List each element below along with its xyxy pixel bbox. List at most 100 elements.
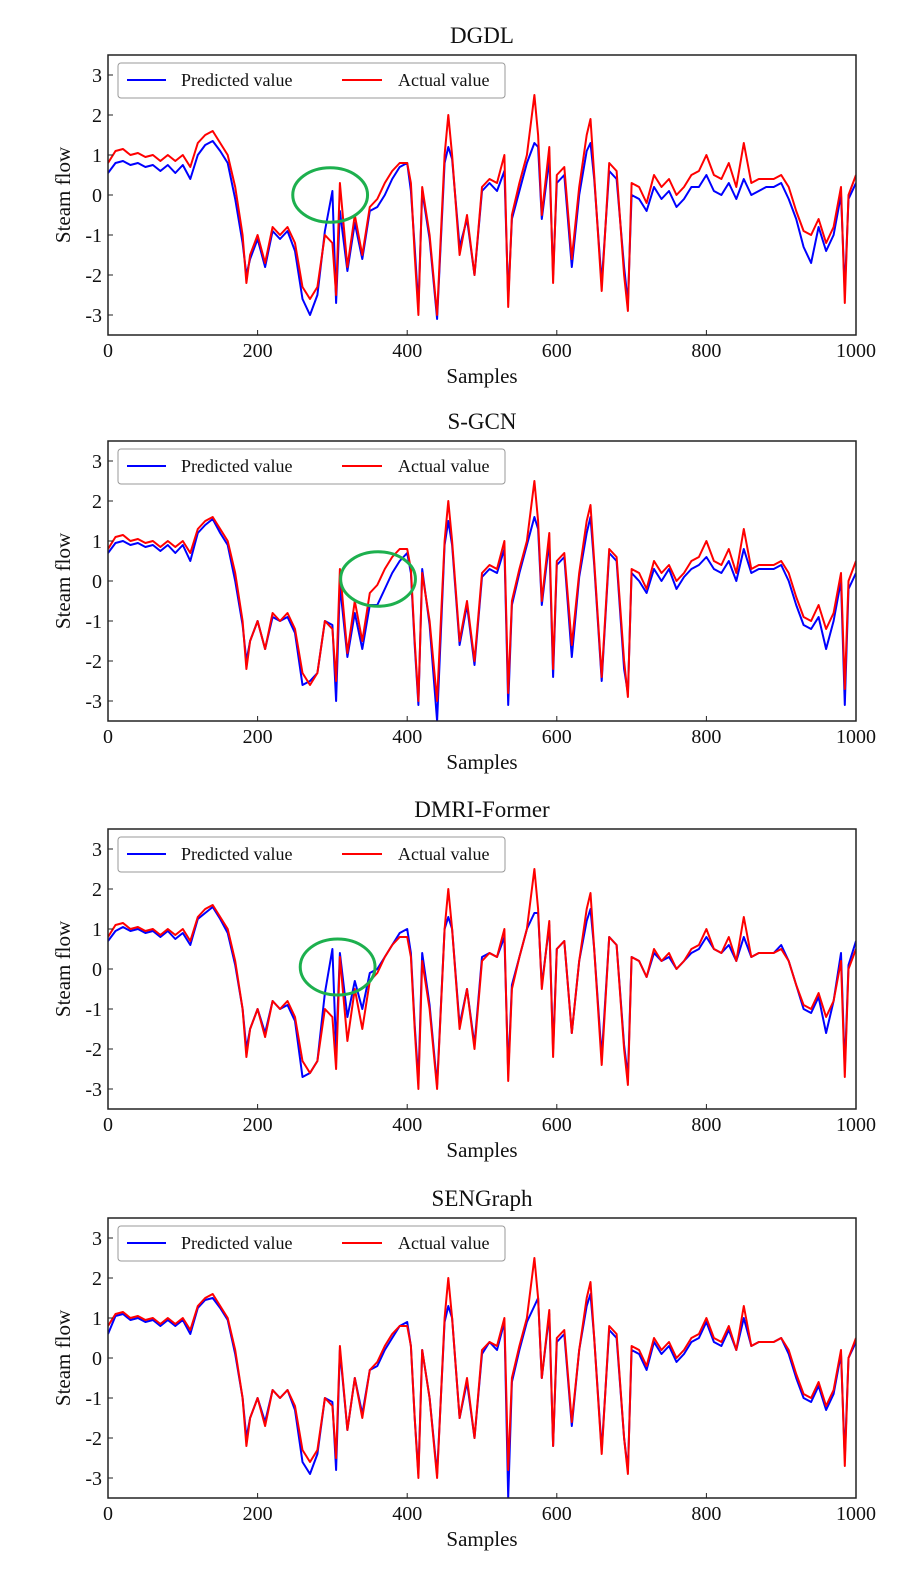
- y-tick-label: -2: [85, 1039, 102, 1061]
- legend-predicted-label: Predicted value: [181, 844, 292, 864]
- chart-title: DMRI-Former: [414, 797, 550, 822]
- y-tick-label: -3: [85, 1079, 102, 1101]
- y-tick-label: 0: [92, 1348, 102, 1370]
- x-tick-label: 800: [691, 1114, 721, 1136]
- y-tick-label: 3: [92, 451, 102, 473]
- x-axis-label: Samples: [446, 750, 517, 774]
- y-tick-label: 2: [92, 105, 102, 127]
- y-axis-label: Steam flow: [51, 532, 75, 629]
- x-tick-label: 200: [243, 1114, 273, 1136]
- y-tick-label: 2: [92, 491, 102, 513]
- y-axis-label: Steam flow: [51, 920, 75, 1017]
- x-tick-label: 800: [691, 726, 721, 748]
- x-tick-label: 200: [243, 726, 273, 748]
- plot-area: [108, 868, 856, 1090]
- subplot-s-gcn: S-GCN 0 200 400 600 800 1000 -3 -2 -1 0 1 2 3 Samples S…: [51, 409, 876, 774]
- legend-actual-label: Actual value: [398, 844, 489, 864]
- predicted-value-line: [108, 906, 856, 1086]
- plot-area: [108, 1257, 856, 1498]
- plot-area: [108, 94, 856, 320]
- plot-area: [108, 480, 856, 721]
- y-tick-label: -2: [85, 651, 102, 673]
- x-tick-label: 400: [392, 726, 422, 748]
- y-tick-label: 3: [92, 65, 102, 87]
- chart-title: S-GCN: [447, 409, 516, 434]
- y-tick-label: -3: [85, 1468, 102, 1490]
- y-tick-label: -3: [85, 691, 102, 713]
- y-axis-label: Steam flow: [51, 1309, 75, 1406]
- predicted-value-line: [108, 140, 856, 320]
- chart-title: SENGraph: [432, 1186, 533, 1211]
- y-axis-label: Steam flow: [51, 146, 75, 243]
- y-tick-label: -2: [85, 265, 102, 287]
- y-tick-label: -1: [85, 611, 102, 633]
- x-tick-label: 600: [542, 1114, 572, 1136]
- actual-value-line: [108, 1257, 856, 1479]
- x-tick-label: 0: [103, 726, 113, 748]
- x-tick-label: 1000: [836, 1503, 876, 1525]
- y-tick-label: 2: [92, 1268, 102, 1290]
- x-tick-label: 400: [392, 340, 422, 362]
- x-tick-label: 600: [542, 726, 572, 748]
- y-tick-label: -3: [85, 305, 102, 327]
- actual-value-line: [108, 94, 856, 316]
- legend-predicted-label: Predicted value: [181, 70, 292, 90]
- y-tick-label: -2: [85, 1428, 102, 1450]
- legend: Predicted value Actual value: [117, 1225, 506, 1262]
- legend-box: [117, 448, 506, 485]
- y-tick-label: 0: [92, 959, 102, 981]
- legend-predicted-label: Predicted value: [181, 456, 292, 476]
- predicted-value-line: [108, 1293, 856, 1498]
- x-tick-label: 800: [691, 1503, 721, 1525]
- x-tick-label: 1000: [836, 726, 876, 748]
- y-tick-label: -1: [85, 225, 102, 247]
- highlight-ellipse: [291, 166, 370, 224]
- x-tick-label: 1000: [836, 340, 876, 362]
- y-tick-label: 3: [92, 1228, 102, 1250]
- x-tick-label: 1000: [836, 1114, 876, 1136]
- x-tick-label: 600: [542, 340, 572, 362]
- actual-value-line: [108, 480, 856, 702]
- x-axis-label: Samples: [446, 364, 517, 388]
- x-tick-label: 0: [103, 340, 113, 362]
- legend: Predicted value Actual value: [117, 62, 506, 99]
- legend-actual-label: Actual value: [398, 456, 489, 476]
- y-tick-label: -1: [85, 999, 102, 1021]
- y-tick-label: 0: [92, 571, 102, 593]
- highlight-ellipse: [298, 937, 377, 997]
- x-axis-label: Samples: [446, 1527, 517, 1551]
- x-tick-label: 200: [243, 1503, 273, 1525]
- legend-actual-label: Actual value: [398, 1233, 489, 1253]
- x-tick-label: 600: [542, 1503, 572, 1525]
- subplot-dmri-former: DMRI-Former 0 200 400 600 800 1000 -3 -2 -1 0 1 2 3 Sa…: [51, 797, 876, 1162]
- legend-actual-label: Actual value: [398, 70, 489, 90]
- y-tick-label: 1: [92, 919, 102, 941]
- y-tick-label: 3: [92, 839, 102, 861]
- x-tick-label: 800: [691, 340, 721, 362]
- y-tick-label: 0: [92, 185, 102, 207]
- x-tick-label: 400: [392, 1503, 422, 1525]
- legend-predicted-label: Predicted value: [181, 1233, 292, 1253]
- actual-value-line: [108, 868, 856, 1090]
- y-tick-label: 1: [92, 1308, 102, 1330]
- x-tick-label: 0: [103, 1114, 113, 1136]
- y-tick-label: 1: [92, 145, 102, 167]
- y-tick-label: 1: [92, 531, 102, 553]
- x-tick-label: 200: [243, 340, 273, 362]
- x-tick-label: 0: [103, 1503, 113, 1525]
- predicted-value-line: [108, 516, 856, 721]
- x-axis-label: Samples: [446, 1138, 517, 1162]
- legend-box: [117, 1225, 506, 1262]
- legend: Predicted value Actual value: [117, 836, 506, 873]
- y-tick-label: -1: [85, 1388, 102, 1410]
- highlight-ellipse: [339, 550, 417, 608]
- x-tick-label: 400: [392, 1114, 422, 1136]
- legend-box: [117, 836, 506, 873]
- subplot-dgdl: DGDL 0 200 400 600 800 1000 -3 -2 -1 0 1 2 3 Samples St…: [51, 23, 876, 388]
- legend-box: [117, 62, 506, 99]
- y-tick-label: 2: [92, 879, 102, 901]
- subplot-sengraph: SENGraph 0 200 400 600 800 1000 -3 -2 -1 0 1 2 3 Sampl…: [51, 1186, 876, 1551]
- chart-title: DGDL: [450, 23, 514, 48]
- legend: Predicted value Actual value: [117, 448, 506, 485]
